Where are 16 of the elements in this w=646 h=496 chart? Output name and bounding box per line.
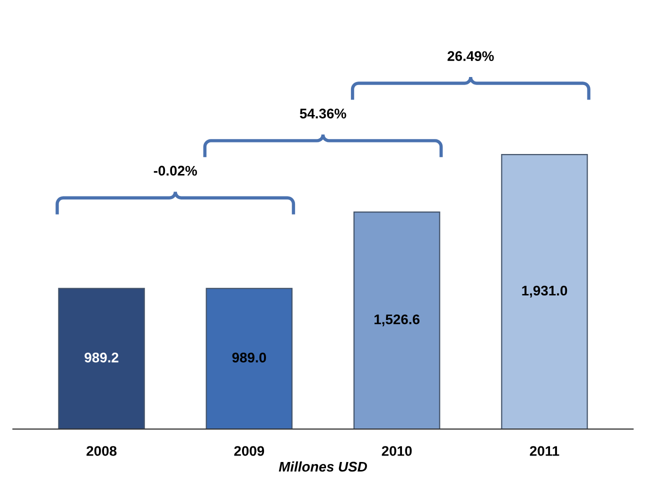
x-axis-title: Millones USD	[278, 461, 367, 472]
text: 54.36%	[300, 108, 346, 118]
text: 26.49%	[448, 51, 494, 61]
x-tick-label: 2008	[86, 446, 117, 456]
bar	[206, 288, 293, 430]
data-label: 1,526.6	[374, 314, 420, 326]
bar	[501, 154, 588, 430]
data-label: 989.2	[84, 352, 118, 362]
data-label: 1,931.0	[522, 286, 568, 298]
annotation: -0.02%	[154, 166, 197, 176]
data-label: 989.0	[232, 352, 266, 362]
bar	[353, 212, 440, 430]
bar	[58, 288, 145, 430]
x-tick-label: 2011	[530, 446, 560, 456]
x-tick-label: 2010	[382, 446, 412, 456]
x-tick-label: 2009	[234, 446, 264, 456]
